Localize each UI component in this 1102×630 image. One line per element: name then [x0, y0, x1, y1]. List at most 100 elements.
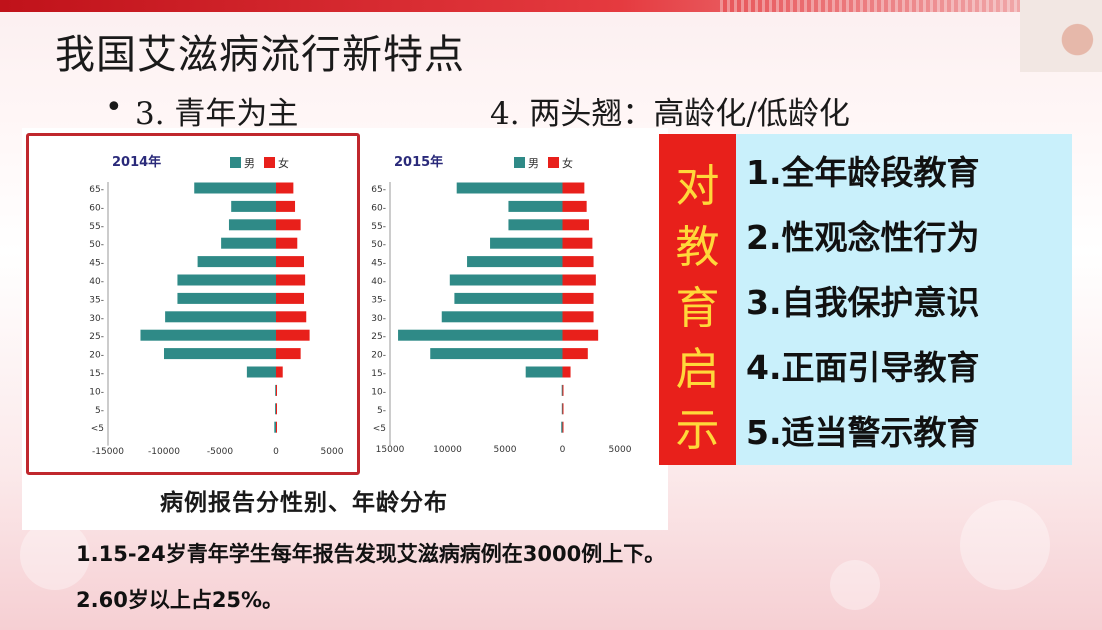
- legend-label-male: 男: [244, 157, 255, 170]
- x-tick-label: -10000: [148, 447, 180, 457]
- legend-swatch-male: [514, 157, 525, 168]
- bar-male: [164, 348, 276, 360]
- bar-female: [276, 219, 301, 231]
- y-tick-label: 5-: [95, 406, 104, 416]
- bar-male: [140, 329, 276, 341]
- y-tick-label: 55-: [89, 222, 104, 232]
- legend-label-female: 女: [562, 156, 573, 170]
- bar-female: [276, 311, 307, 323]
- legend-swatch-female: [264, 157, 275, 168]
- bar-female: [562, 366, 571, 378]
- y-tick-label: <5: [373, 424, 386, 434]
- bar-female: [276, 366, 283, 378]
- bar-male: [508, 219, 563, 231]
- x-tick-label: 0: [560, 445, 566, 455]
- bar-male: [177, 292, 276, 304]
- bar-male: [561, 384, 563, 396]
- chart-panel: [22, 128, 668, 530]
- bar-female: [276, 421, 277, 433]
- y-tick-label: 55-: [371, 222, 386, 232]
- bar-female: [276, 292, 304, 304]
- bar-female: [562, 182, 585, 194]
- bar-female: [562, 348, 588, 360]
- bokeh-circle: [20, 520, 90, 590]
- legend-swatch-male: [230, 157, 241, 168]
- bar-male: [490, 237, 563, 249]
- bar-female: [276, 182, 294, 194]
- chart-title: 2014年: [112, 154, 161, 170]
- bar-male: [430, 348, 563, 360]
- bar-male: [456, 182, 563, 194]
- x-tick-label: -15000: [92, 447, 124, 457]
- y-tick-label: 15-: [371, 369, 386, 379]
- x-tick-label: 10000: [433, 445, 462, 455]
- bar-female: [562, 403, 564, 415]
- bar-male: [561, 421, 563, 433]
- note-line: 2.60岁以上占25%。: [76, 588, 284, 612]
- bokeh-circle: [960, 500, 1050, 590]
- bar-female: [276, 274, 306, 286]
- bar-female: [562, 200, 587, 212]
- bar-male: [177, 274, 276, 286]
- bar-female: [276, 329, 310, 341]
- bar-female: [562, 421, 564, 433]
- bar-male: [449, 274, 563, 286]
- y-tick-label: 45-: [89, 259, 104, 269]
- bar-male: [165, 311, 276, 323]
- bar-female: [562, 274, 596, 286]
- y-tick-label: 20-: [89, 351, 104, 361]
- bar-male: [275, 384, 277, 396]
- bar-male: [561, 403, 563, 415]
- x-tick-label: -5000: [207, 447, 233, 457]
- bar-female: [562, 256, 594, 268]
- y-tick-label: 25-: [371, 332, 386, 342]
- bar-male: [246, 366, 276, 378]
- bar-female: [276, 403, 277, 415]
- x-tick-label: 15000: [376, 445, 405, 455]
- bokeh-circle: [830, 560, 880, 610]
- bar-female: [276, 348, 301, 360]
- chart-2014: 2014年 男 女 65- 60- 55- 50- 45- 40- 35- 30- 25- 20- 15-…: [89, 154, 344, 457]
- bar-female: [562, 237, 593, 249]
- bar-male: [221, 237, 276, 249]
- y-tick-label: 15-: [89, 369, 104, 379]
- x-tick-label: 5000: [494, 445, 517, 455]
- education-item: 1.全年龄段教育: [746, 153, 980, 192]
- point-young-main: 3. 青年为主: [135, 96, 299, 132]
- y-tick-label: 65-: [89, 185, 104, 195]
- side-char: 对: [675, 161, 720, 212]
- bar-female: [562, 311, 594, 323]
- chart-2015: 2015年 男 女 65- 60- 55- 50- 45- 40- 35- 30- 25- 20- 15-…: [371, 154, 632, 455]
- y-tick-label: 30-: [89, 314, 104, 324]
- y-tick-label: 35-: [371, 295, 386, 305]
- education-item: 5.适当警示教育: [746, 413, 980, 452]
- chart-caption: 病例报告分性别、年龄分布: [160, 490, 448, 516]
- legend-swatch-female: [548, 157, 559, 168]
- bullet-icon: •: [105, 90, 123, 125]
- education-item: 2.性观念性行为: [746, 218, 980, 257]
- bar-male: [274, 421, 276, 433]
- y-tick-label: 25-: [89, 332, 104, 342]
- bar-male: [454, 292, 563, 304]
- bar-male: [467, 256, 563, 268]
- side-char: 教: [675, 222, 720, 273]
- bar-male: [441, 311, 563, 323]
- top-decor-bar: [0, 0, 1030, 12]
- y-tick-label: 60-: [371, 203, 386, 213]
- bar-male: [525, 366, 563, 378]
- y-tick-label: 35-: [89, 295, 104, 305]
- x-tick-label: 5000: [609, 445, 632, 455]
- y-tick-label: 50-: [89, 240, 104, 250]
- y-tick-label: 40-: [89, 277, 104, 287]
- x-tick-label: 0: [273, 447, 279, 457]
- x-tick-label: 5000: [321, 447, 344, 457]
- highlight-frame-2014: [26, 133, 360, 475]
- note-line: 1.15-24岁青年学生每年报告发现艾滋病病例在3000例上下。: [76, 542, 666, 566]
- top-decor-pattern: [720, 0, 1030, 12]
- bar-female: [276, 256, 304, 268]
- y-tick-label: 5-: [377, 406, 386, 416]
- side-char: 启: [675, 344, 720, 395]
- slide-title: 我国艾滋病流行新特点: [55, 32, 465, 78]
- education-item: 3.自我保护意识: [746, 283, 980, 322]
- bar-male: [275, 403, 277, 415]
